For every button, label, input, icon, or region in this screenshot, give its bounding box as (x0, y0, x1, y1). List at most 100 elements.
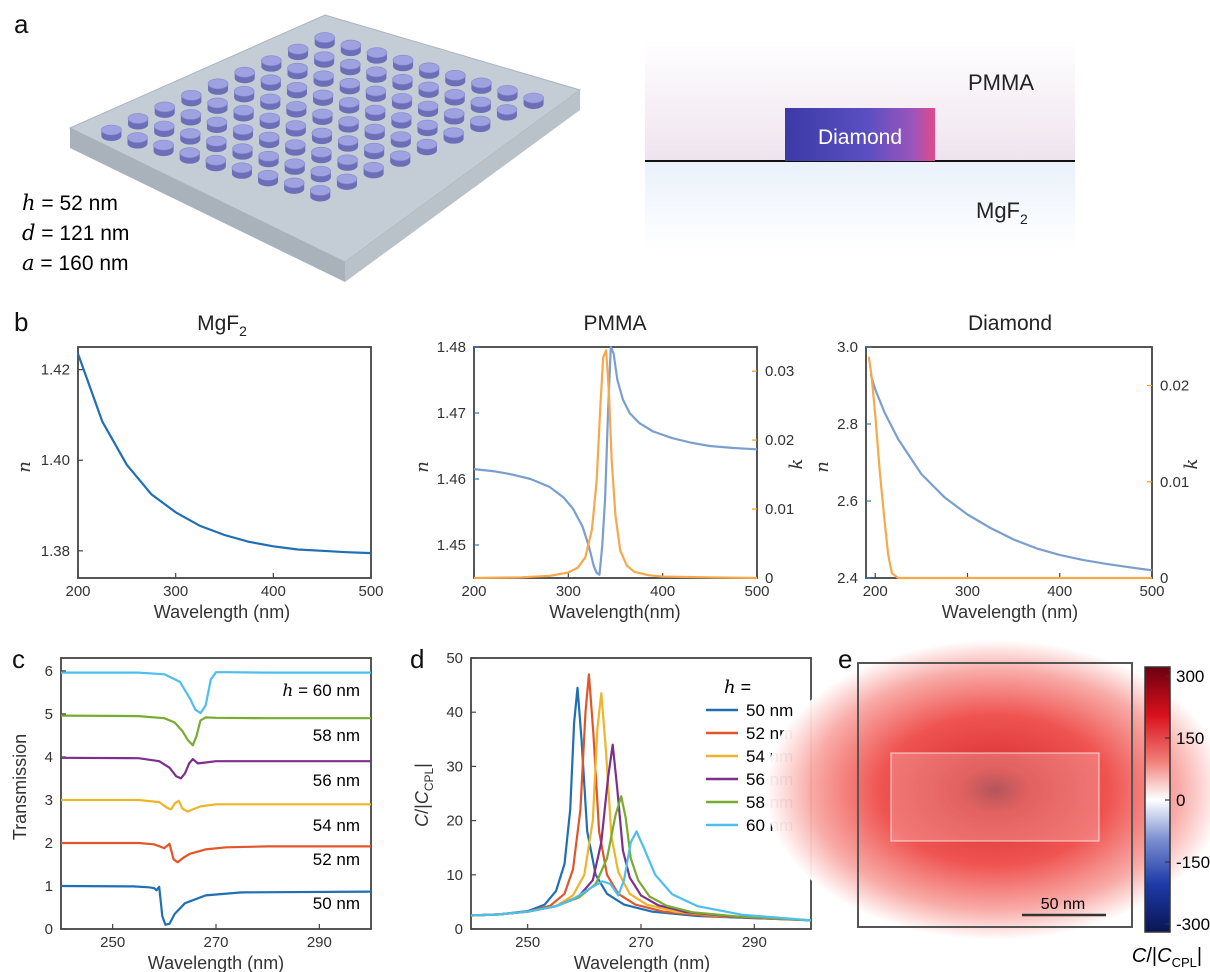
pillar (497, 85, 518, 102)
pillar (258, 131, 280, 149)
y-tick-label: 0 (455, 921, 463, 938)
pillar (444, 89, 466, 106)
chart-diamond-index: Diamond Wavelength (nm) n k 200 300 400 500… (812, 312, 1202, 622)
x-tick-label: 300 (556, 583, 581, 600)
pillar (391, 112, 412, 129)
y-tick-label: 2.4 (837, 570, 858, 587)
y-tick-label: 2.6 (837, 493, 858, 510)
plot-area: 250 270 290 0 1 2 3 4 5 6 (45, 657, 372, 951)
series-line-left (869, 373, 1153, 572)
pillar (418, 81, 439, 98)
y-right-tick-label: 0 (765, 570, 773, 587)
pillar (337, 135, 359, 152)
pillar (496, 104, 518, 121)
pillar (312, 89, 334, 106)
pillar (153, 120, 175, 137)
x-axis-label: Wavelength (nm) (148, 953, 284, 972)
pillar (389, 150, 411, 167)
pillar (233, 86, 255, 103)
series-line-main (76, 353, 372, 555)
y-tick-label: 50 (446, 650, 463, 667)
y-tick-label: 10 (446, 867, 463, 884)
y-tick-label: 30 (446, 758, 463, 775)
x-tick-label: 250 (100, 934, 125, 951)
pillar (470, 96, 492, 113)
y-right-tick-label: 0.01 (765, 501, 794, 518)
pillar (154, 101, 176, 118)
x-axis-label: Wavelength (nm) (154, 602, 290, 622)
pillar (336, 173, 358, 190)
pillar (337, 154, 358, 171)
pillar (314, 32, 336, 49)
pillar (311, 146, 332, 164)
pillar (366, 66, 387, 83)
x-tick-label: 500 (744, 583, 769, 600)
series-line-right (473, 349, 758, 580)
pillar (340, 39, 362, 57)
y-right-tick-label: 0.02 (765, 432, 794, 449)
x-tick-label: 400 (261, 583, 286, 600)
panel-letter-e: e (838, 644, 852, 674)
mgf2-layer (645, 161, 1075, 251)
y-tick-label: 3.0 (837, 339, 858, 356)
pillar (258, 150, 279, 168)
pillar (364, 123, 386, 141)
y-tick-label: 2 (45, 835, 53, 852)
pillar (364, 104, 386, 121)
pillar (205, 154, 227, 172)
panel-a: a h = 52 nm d = 121 nm a = 160 nm Diamon… (14, 9, 1075, 282)
x-axis-label: Wavelength (nm) (942, 602, 1078, 622)
pillar (284, 139, 306, 156)
heatmap-frame (857, 662, 1133, 928)
pillar (365, 85, 387, 102)
pillar (283, 177, 305, 194)
pillar (444, 70, 466, 87)
plot-area: 200 300 400 500 2.4 2.6 2.8 3.0 0 0.01 0.02 (837, 339, 1189, 600)
pillar (181, 90, 202, 107)
pillar (153, 139, 174, 157)
slab-side-right (345, 90, 580, 282)
colorbar-tick-label: -300 (1176, 915, 1210, 934)
pillar (207, 78, 229, 95)
y-axis-label: Transmission (10, 734, 30, 840)
series-line-right (867, 356, 1152, 580)
diamond-label: Diamond (818, 126, 902, 149)
metasurface-3d-illustration (68, 14, 582, 282)
pillar (127, 132, 148, 149)
pillar (257, 170, 279, 187)
series-line-60nm (61, 671, 371, 715)
geometry-parameters: h = 52 nm d = 121 nm a = 160 nm (22, 191, 129, 275)
y-tick-label: 1.47 (437, 405, 466, 422)
panel-letter-c: c (12, 644, 25, 674)
plot-area: 250 270 290 0 10 20 30 40 50 (446, 650, 812, 951)
mgf2-label: MgF2 (976, 198, 1028, 227)
pillar (418, 62, 440, 79)
pillar (443, 127, 464, 144)
legend-label: 50 nm (746, 701, 793, 720)
pillar (231, 162, 253, 179)
y-axis-label-right: k (1181, 459, 1202, 470)
colorbar-tick-label: -150 (1176, 853, 1210, 872)
y-tick-label: 1.40 (41, 452, 70, 469)
pillar (390, 131, 412, 148)
series-line-54nm (61, 798, 371, 813)
series-line-50nm (60, 884, 372, 926)
pillar (286, 82, 308, 99)
pillar (180, 109, 202, 126)
pillar (287, 62, 308, 80)
y-right-tick-label: 0 (1160, 570, 1168, 587)
pillar (179, 128, 201, 145)
pmma-label: PMMA (968, 70, 1034, 95)
pillar (443, 108, 465, 125)
axes-frame (865, 346, 1153, 579)
series-line-60nm (470, 830, 812, 922)
y-tick-label: 6 (45, 663, 53, 680)
pillar (417, 100, 439, 117)
y-tick-label: 3 (45, 792, 53, 809)
series-line-56nm (60, 756, 371, 780)
pillar (313, 70, 334, 87)
curve-labels: h = 60 nm 58 nm 56 nm 54 nm 52 nm 50 nm (282, 681, 360, 913)
pillar (260, 74, 282, 91)
x-tick-label: 200 (863, 583, 888, 600)
x-tick-label: 300 (955, 583, 980, 600)
